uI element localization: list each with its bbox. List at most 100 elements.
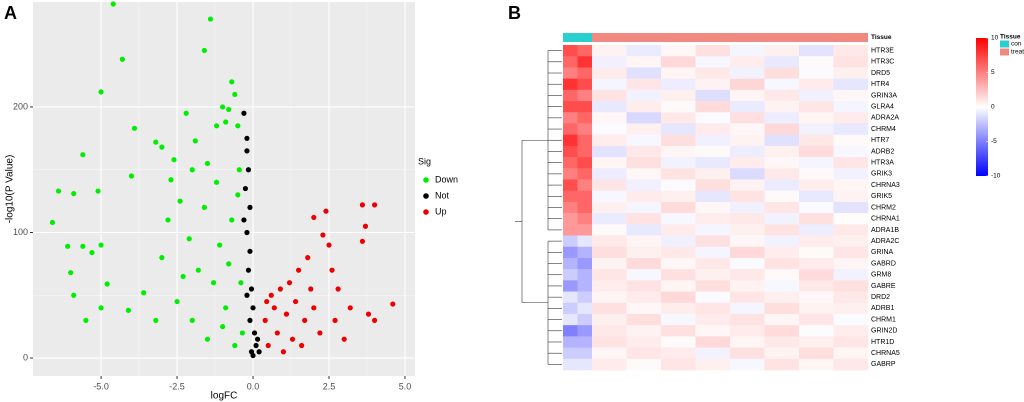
row-label: GLRA4 [871, 103, 894, 110]
point [49, 219, 56, 226]
heat-cell [661, 224, 696, 236]
point [110, 1, 116, 7]
heat-cell [563, 235, 578, 248]
heat-cell [563, 313, 578, 326]
y-tick-label: 100 [13, 227, 28, 237]
point [192, 138, 198, 144]
heat-cell [730, 89, 765, 102]
heat-cell [592, 213, 627, 225]
heat-cell [661, 201, 696, 214]
heat-cell [577, 257, 593, 270]
point [204, 160, 211, 167]
heat-cell [577, 224, 593, 236]
legend-label: con [1011, 41, 1022, 48]
heat-cell [592, 168, 627, 180]
colorbar-label: 0 [991, 104, 995, 111]
heat-cell [563, 325, 578, 337]
heat-cell [799, 157, 834, 169]
row-label: CHRM2 [871, 204, 896, 211]
row-label: CHRNA3 [871, 182, 900, 189]
heat-cell [695, 347, 731, 360]
heat-cell [563, 157, 578, 169]
point [244, 135, 250, 141]
heat-cell [626, 78, 662, 91]
heat-cell [764, 168, 800, 180]
row-label: GRIK5 [871, 193, 892, 200]
point [226, 261, 232, 267]
heat-cell [592, 67, 627, 79]
heat-cell [730, 190, 765, 203]
point [323, 208, 329, 214]
heat-cell [592, 302, 627, 315]
row-label: GABRE [871, 283, 896, 290]
heat-cell [730, 224, 765, 236]
point [245, 267, 252, 273]
point [216, 242, 223, 248]
heat-cell [592, 269, 627, 281]
heat-cell [833, 56, 869, 68]
point [159, 255, 165, 261]
point [89, 249, 95, 256]
point [204, 336, 211, 342]
heat-cell [695, 235, 731, 248]
point [159, 144, 165, 150]
legend-swatch [423, 193, 429, 199]
heat-cell [577, 56, 593, 68]
heat-cell [764, 56, 800, 68]
point [153, 317, 159, 323]
heat-cell [799, 257, 834, 270]
heat-cell [577, 145, 593, 158]
heat-cell [592, 145, 627, 158]
x-tick-label: -2.5 [169, 381, 185, 391]
heat-cell [661, 134, 696, 147]
heat-cell [563, 213, 578, 225]
annotation-cell [661, 33, 696, 42]
point [371, 317, 378, 323]
heat-cell [833, 112, 869, 124]
heat-cell [626, 45, 662, 57]
colorbar-label: -10 [991, 173, 1001, 180]
heat-cell [833, 145, 869, 158]
heat-cell [695, 269, 731, 281]
plot-panel [33, 2, 415, 376]
heat-cell [626, 336, 662, 348]
heat-cell [592, 89, 627, 102]
point [359, 238, 366, 244]
heat-cell [833, 302, 869, 315]
heat-cell [592, 291, 627, 304]
heat-cell [563, 280, 578, 292]
row-label: GRIN3A [871, 92, 897, 99]
heat-cell [799, 269, 834, 281]
row-label: CHRM4 [871, 126, 896, 133]
heat-cell [695, 257, 731, 270]
heat-cell [833, 347, 869, 360]
heat-cell [592, 157, 627, 169]
heat-cell [563, 347, 578, 360]
point [236, 167, 242, 173]
point [189, 317, 195, 323]
annotation-cell [577, 33, 592, 42]
point [365, 311, 372, 317]
heat-cell [833, 89, 869, 102]
heat-cell [626, 235, 662, 248]
heat-cell [577, 157, 593, 169]
point [286, 280, 293, 286]
colorbar-label: 5 [991, 69, 995, 76]
heat-cell [799, 145, 834, 158]
heat-cell [695, 123, 731, 135]
heat-cell [563, 201, 578, 214]
point [244, 229, 250, 236]
point [244, 148, 250, 154]
heat-cell [833, 257, 869, 270]
heat-cell [764, 157, 800, 169]
heat-cell [592, 224, 627, 236]
heat-cell [577, 235, 593, 248]
heat-cell [661, 257, 696, 270]
heat-cell [764, 325, 800, 337]
heat-cell [730, 134, 765, 147]
point [280, 349, 287, 355]
point [283, 311, 290, 317]
heat-cell [833, 101, 869, 113]
heat-cell [563, 291, 578, 304]
heat-cell [799, 213, 834, 225]
